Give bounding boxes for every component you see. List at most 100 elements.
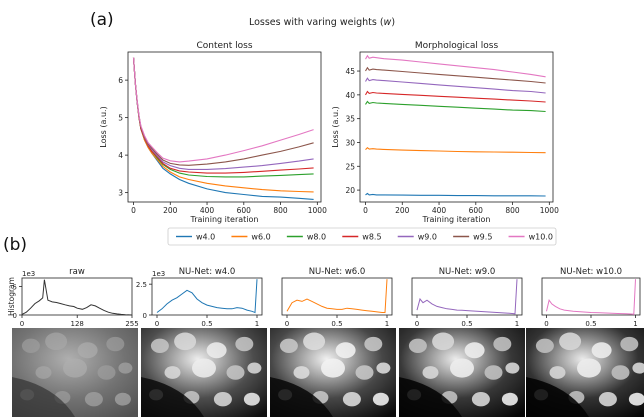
series-line-raw [21, 279, 133, 316]
cell-blob [549, 366, 566, 379]
y-tick-label: 25 [345, 162, 355, 171]
cell-blob [535, 338, 554, 353]
x-axis-label: Training iteration [422, 215, 491, 224]
legend-frame [167, 227, 557, 246]
micrograph-w4.0 [141, 328, 267, 417]
chart-title: Morphological loss [415, 41, 499, 51]
cell-blob [611, 365, 630, 380]
cell-blob [84, 392, 103, 407]
series-line-w9.5 [132, 57, 314, 166]
series-line-w9.0 [416, 279, 518, 315]
panel-label-b: (b) [3, 235, 27, 255]
y-tick-label: 0 [143, 312, 147, 320]
x-tick-label: 1 [385, 320, 389, 328]
y-axis-label: Histogram [7, 277, 16, 316]
micrograph-w9.0 [399, 328, 525, 417]
legend-label-w8.0: w8.0 [307, 233, 326, 242]
y-tick-label: 30 [345, 138, 355, 147]
cell-blob [450, 358, 474, 378]
axes-frame [541, 277, 641, 316]
cell-blob [364, 336, 383, 352]
x-tick-label: 0 [415, 320, 419, 328]
y-axis-label: Loss (a.u.) [331, 106, 340, 147]
x-axis-label: Training iteration [190, 215, 259, 224]
cell-blob [321, 358, 345, 378]
y-tick-label: 2.5 [136, 281, 147, 289]
series-line-w8.0 [365, 100, 546, 113]
cell-blob [247, 362, 262, 374]
cell-blob [493, 336, 512, 352]
x-tick-label: 0.5 [331, 320, 342, 328]
series-line-w10.0 [132, 57, 314, 163]
cell-blob [484, 365, 503, 380]
axes-frame [411, 277, 523, 316]
chart-2: Morphological loss 0 200 400 600 800 1000 20 25 3… [331, 41, 559, 224]
cell-blob [628, 392, 644, 406]
cell-blob [21, 338, 40, 353]
micrograph-w6.0 [270, 328, 396, 417]
dark-region [526, 376, 589, 417]
cell-blob [35, 366, 52, 379]
cell-blob [114, 392, 131, 406]
micrograph-w10.0 [526, 328, 644, 417]
cell-blob [226, 365, 245, 380]
x-tick-label: 1 [255, 320, 259, 328]
cell-blob [432, 332, 455, 351]
legend-label-w8.5: w8.5 [362, 233, 381, 242]
cell-blob [243, 392, 260, 406]
chart-3: raw012825505Pixel value (UINT8)Histogram… [7, 267, 139, 336]
axes-frame [127, 51, 322, 203]
x-tick-label: 1000 [308, 206, 327, 215]
x-tick-label: 600 [469, 206, 484, 215]
dark-region [270, 376, 333, 417]
cell-blob [150, 338, 169, 353]
cell-blob [63, 358, 87, 378]
series-line-w6.0 [365, 146, 546, 154]
cell-blob [279, 338, 298, 353]
cell-blob [372, 392, 389, 406]
cell-blob [97, 365, 116, 380]
y-tick-label: 4 [118, 151, 123, 160]
x-tick-label: 0 [285, 320, 289, 328]
chart-7: NU-Net: w10.000.51Pixel value (FLOAT32) [541, 267, 641, 336]
series-line-w4.0 [365, 192, 546, 197]
cell-blob [206, 342, 227, 359]
x-tick-label: 0 [131, 206, 136, 215]
cell-blob [118, 362, 133, 374]
x-tick-label: 400 [432, 206, 447, 215]
cell-blob [505, 362, 520, 374]
y-tick-label: 45 [345, 67, 355, 76]
x-tick-label: 128 [71, 320, 84, 328]
cell-blob [192, 358, 216, 378]
cell-blob [408, 338, 427, 353]
x-tick-label: 0 [155, 320, 159, 328]
micrograph-row [12, 328, 644, 417]
cell-blob [77, 342, 98, 359]
cell-blob [303, 332, 326, 351]
cell-blob [422, 366, 439, 379]
y-tick-label: 35 [345, 115, 355, 124]
y-tick-label: 40 [345, 91, 355, 100]
y-tick-label: 20 [345, 186, 355, 195]
series-line-w8.5 [365, 90, 546, 103]
x-tick-label: 1 [633, 320, 637, 328]
x-tick-label: 200 [163, 206, 178, 215]
y-tick-label: 3 [118, 189, 123, 198]
cell-blob [45, 332, 68, 351]
y-tick-label: 5 [118, 114, 123, 123]
cell-blob [591, 342, 612, 359]
figure-suptitle: Losses with varing weights (w) [249, 17, 395, 28]
y-tick-label: 5 [13, 284, 17, 292]
series-line-w10.0 [546, 279, 636, 315]
x-tick-label: 0.5 [461, 320, 472, 328]
x-tick-label: 0.5 [585, 320, 596, 328]
y-tick-label: 0 [13, 312, 17, 320]
panel-label-a: (a) [90, 10, 114, 30]
chart-title: NU-Net: w6.0 [309, 267, 366, 277]
x-tick-label: 0 [363, 206, 368, 215]
x-tick-label: 400 [200, 206, 215, 215]
x-tick-label: 0.5 [201, 320, 212, 328]
dark-region [399, 376, 462, 417]
